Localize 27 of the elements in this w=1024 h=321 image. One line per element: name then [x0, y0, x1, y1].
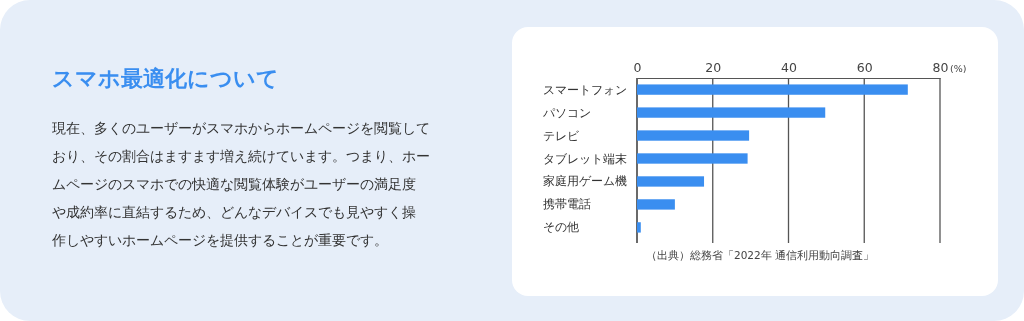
x-tick-label: 0	[633, 60, 642, 75]
bar	[637, 107, 826, 118]
text: ムページのスマホでの快適な閲覧体験がユーザーの満足度	[52, 176, 416, 192]
y-tick-label: スマートフォン	[543, 82, 627, 97]
text: スマホ最適化について	[52, 66, 279, 91]
text: 作しやすいホームページを提供することが重要です。	[51, 232, 388, 248]
y-tick-label: その他	[543, 220, 579, 235]
text: や成約率に直結するため、どんなデバイスでも見やすく操	[52, 204, 416, 220]
x-axis-title: (%)	[950, 63, 967, 74]
x-tick-label: 80	[932, 60, 949, 75]
y-tick-label: タブレット端末	[543, 151, 627, 166]
y-tick-label: パソコン	[542, 105, 591, 120]
bar	[637, 153, 748, 164]
y-tick-label: 携帯電話	[543, 197, 591, 212]
bar	[637, 176, 705, 187]
y-tick-label: テレビ	[543, 128, 580, 143]
text: おり、その割合はますます増え続けています。つまり、ホー	[52, 148, 430, 164]
y-tick-label: 家庭用ゲーム機	[543, 174, 627, 189]
x-tick-label: 40	[781, 60, 797, 75]
x-tick-label: 20	[705, 60, 722, 75]
text: 現在、多くのユーザーがスマホからホームページを閲覧して	[52, 120, 430, 136]
bar	[637, 130, 750, 141]
text: （出典）総務省「2022年 通信利用動向調査」	[645, 249, 875, 261]
bar	[637, 222, 641, 233]
bar	[637, 84, 908, 95]
bar	[637, 199, 675, 210]
x-tick-label: 60	[856, 60, 873, 75]
